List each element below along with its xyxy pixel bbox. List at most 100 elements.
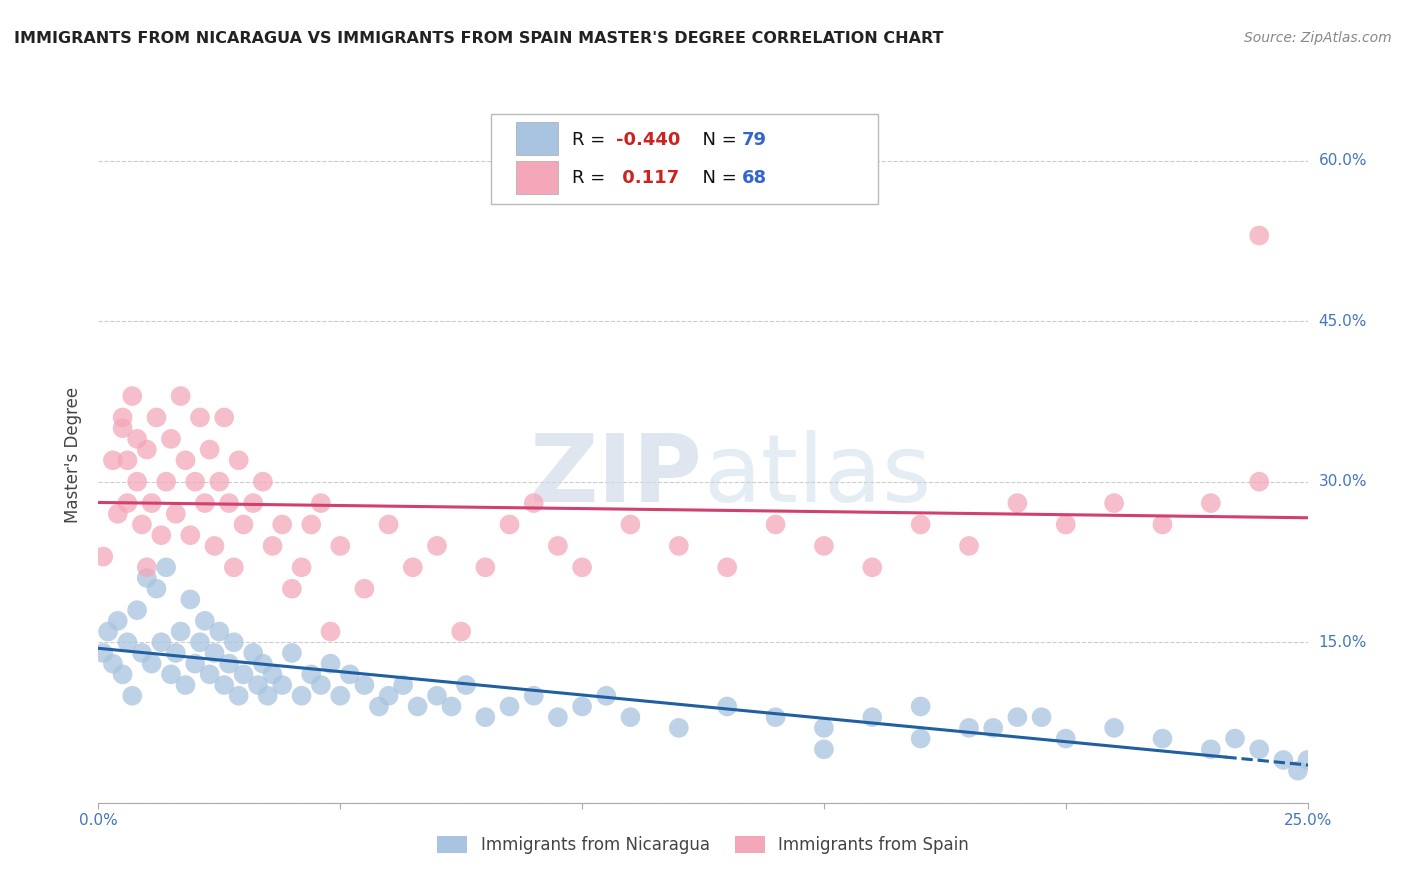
Point [619, 710, 641, 724]
Text: 79: 79 [742, 131, 766, 149]
Point [127, 475, 149, 489]
Text: Source: ZipAtlas.com: Source: ZipAtlas.com [1244, 31, 1392, 45]
Point [256, 689, 278, 703]
Point [547, 539, 569, 553]
Point [339, 667, 361, 681]
Point [523, 689, 546, 703]
Point [155, 475, 177, 489]
Point [1152, 731, 1174, 746]
Point [957, 721, 980, 735]
Text: ZIP: ZIP [530, 430, 703, 522]
Text: N =: N = [690, 131, 742, 149]
Point [91, 549, 114, 564]
Text: 68: 68 [742, 169, 766, 187]
Point [353, 678, 375, 692]
FancyBboxPatch shape [516, 161, 558, 194]
Point [1007, 496, 1029, 510]
Point [188, 410, 211, 425]
Point [281, 646, 304, 660]
Point [165, 507, 187, 521]
Point [1152, 517, 1174, 532]
Point [242, 496, 264, 510]
Point [668, 539, 690, 553]
Point [131, 517, 153, 532]
Point [498, 699, 520, 714]
Point [1296, 753, 1319, 767]
Text: R =: R = [572, 169, 612, 187]
Point [131, 646, 153, 660]
Point [208, 624, 231, 639]
Point [716, 699, 738, 714]
Point [309, 678, 332, 692]
Point [101, 657, 124, 671]
Point [619, 517, 641, 532]
Point [127, 432, 149, 446]
Point [242, 646, 264, 660]
Point [426, 689, 449, 703]
Text: 45.0%: 45.0% [1319, 314, 1367, 328]
Point [169, 389, 191, 403]
Point [299, 517, 322, 532]
Point [169, 624, 191, 639]
Text: N =: N = [690, 169, 742, 187]
Point [141, 657, 163, 671]
Point [107, 614, 129, 628]
Point [135, 560, 157, 574]
Point [204, 539, 226, 553]
Point [319, 624, 342, 639]
Point [252, 475, 274, 489]
Point [145, 582, 167, 596]
Point [1286, 764, 1309, 778]
Point [765, 517, 787, 532]
Y-axis label: Master's Degree: Master's Degree [65, 387, 83, 523]
Point [179, 528, 201, 542]
Point [281, 582, 304, 596]
Text: 0.117: 0.117 [616, 169, 679, 187]
Point [218, 496, 240, 510]
Point [111, 667, 134, 681]
Point [1102, 496, 1125, 510]
Point [523, 496, 546, 510]
Point [150, 635, 173, 649]
Point [813, 721, 835, 735]
Point [111, 421, 134, 435]
Point [440, 699, 463, 714]
Point [232, 517, 254, 532]
Point [155, 560, 177, 574]
Point [910, 731, 932, 746]
Point [179, 592, 201, 607]
Point [117, 453, 139, 467]
Point [1007, 710, 1029, 724]
Point [91, 646, 114, 660]
Point [204, 646, 226, 660]
Text: atlas: atlas [703, 430, 931, 522]
Point [1272, 753, 1295, 767]
Point [368, 699, 391, 714]
Point [1249, 742, 1271, 756]
Point [160, 432, 183, 446]
Point [668, 721, 690, 735]
Point [228, 453, 250, 467]
Point [160, 667, 183, 681]
Text: 30.0%: 30.0% [1319, 475, 1367, 489]
Point [1102, 721, 1125, 735]
Point [1054, 517, 1077, 532]
Point [247, 678, 270, 692]
Point [212, 678, 235, 692]
Point [1249, 228, 1271, 243]
Point [208, 475, 231, 489]
Point [174, 453, 197, 467]
Point [194, 496, 217, 510]
Point [262, 539, 284, 553]
Point [290, 689, 312, 703]
Point [1199, 496, 1222, 510]
Point [813, 742, 835, 756]
Point [174, 678, 197, 692]
Legend: Immigrants from Nicaragua, Immigrants from Spain: Immigrants from Nicaragua, Immigrants fr… [430, 829, 976, 861]
Point [571, 699, 593, 714]
Point [1223, 731, 1246, 746]
Point [194, 614, 217, 628]
Point [1249, 475, 1271, 489]
Point [101, 453, 124, 467]
Point [498, 517, 520, 532]
